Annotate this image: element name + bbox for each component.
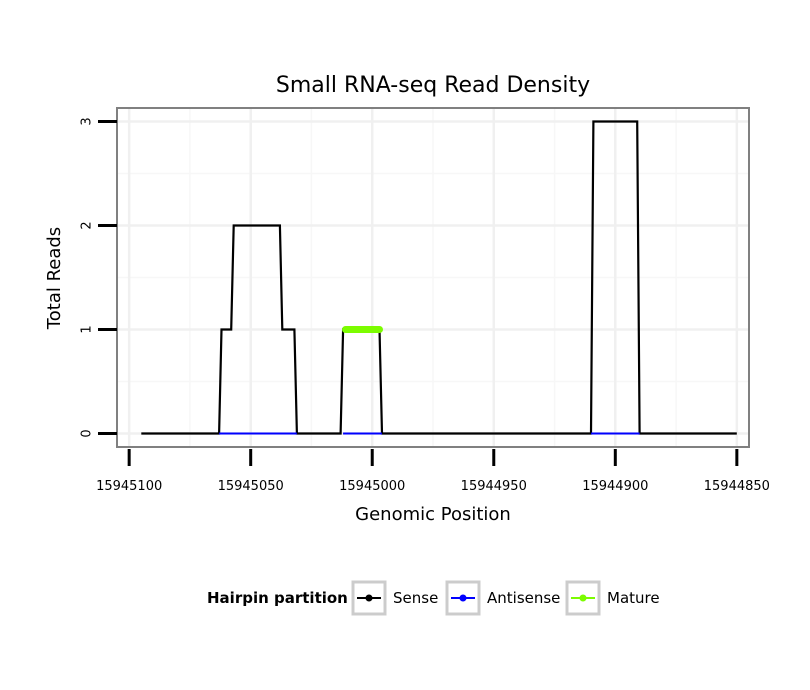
x-tick-label: 15944900 <box>582 479 648 494</box>
plot-panel-border <box>116 107 750 448</box>
y-tick-label: 0 <box>80 429 95 437</box>
legend-label-mature: Mature <box>607 589 660 607</box>
data-series <box>141 120 737 435</box>
legend-dot-antisense <box>459 594 467 602</box>
x-tick-label: 15945050 <box>218 479 284 494</box>
y-tick-label: 3 <box>80 117 95 125</box>
legend-title: Hairpin partition <box>207 589 348 607</box>
legend-item-sense: Sense <box>351 580 438 616</box>
legend-dot-mature <box>579 594 587 602</box>
x-tick-label: 15945000 <box>339 479 405 494</box>
x-axis-title: Genomic Position <box>355 504 511 525</box>
legend-label-antisense: Antisense <box>487 589 560 607</box>
y-tick-label: 2 <box>80 221 95 229</box>
x-tick-label: 15944950 <box>461 479 527 494</box>
y-axis-title: Total Reads <box>44 227 65 330</box>
grid <box>117 108 749 447</box>
y-axis: 0 1 2 3 <box>80 117 117 438</box>
x-tick-label: 15945100 <box>96 479 162 494</box>
legend-item-mature: Mature <box>565 580 660 616</box>
legend-label-sense: Sense <box>393 589 438 607</box>
y-tick-label: 1 <box>80 325 95 333</box>
legend-dot-sense <box>365 594 373 602</box>
legend-item-antisense: Antisense <box>445 580 560 616</box>
x-axis: 15945100 15945050 15945000 15944950 15944900… <box>96 449 770 494</box>
series-sense-line <box>141 120 737 435</box>
chart-title: Small RNA-seq Read Density <box>276 73 590 98</box>
x-tick-label: 15944850 <box>704 479 770 494</box>
legend: Hairpin partition Sense Antisense Mature <box>207 580 660 616</box>
